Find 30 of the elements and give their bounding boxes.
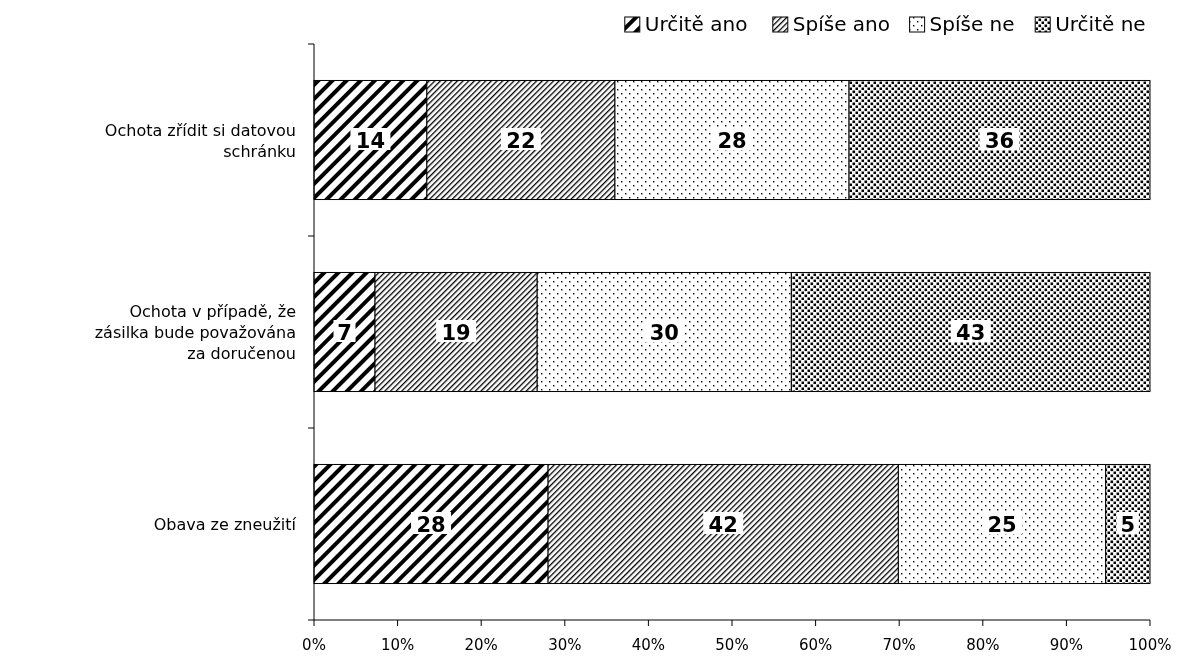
legend-label: Určitě ano [644, 12, 748, 36]
x-tick-label: 20% [464, 636, 498, 654]
data-label: 7 [337, 321, 352, 345]
y-tick-label: Obava ze zneužití [153, 515, 297, 534]
data-label: 30 [649, 321, 679, 345]
data-label: 22 [506, 129, 536, 153]
x-tick-label: 10% [380, 636, 415, 654]
data-label: 42 [708, 513, 738, 537]
legend-label: Spíše ano [792, 12, 890, 36]
x-tick-label: 0% [302, 636, 326, 654]
data-label: 25 [987, 513, 1017, 537]
legend-label: Spíše ne [929, 12, 1015, 36]
data-label: 28 [416, 513, 446, 537]
data-label: 5 [1120, 513, 1136, 537]
data-label: 28 [717, 129, 747, 153]
x-tick-label: 90% [1049, 636, 1084, 654]
x-tick-label: 30% [548, 636, 582, 654]
x-tick-label: 40% [631, 636, 666, 654]
x-tick-label: 60% [798, 636, 833, 654]
data-label: 14 [355, 129, 386, 153]
y-tick-label: Ochota v případě, že zásilka bude považována za doručenou [94, 302, 296, 363]
x-tick-label: 70% [882, 636, 916, 654]
data-label: 36 [984, 129, 1015, 153]
y-tick-label: Ochota zřídit si datovou schránku [104, 120, 296, 161]
x-tick-label: 50% [715, 636, 749, 654]
data-label: 43 [956, 321, 986, 345]
legend-label: Určitě ne [1055, 12, 1146, 36]
x-tick-label: 100% [1128, 636, 1172, 654]
data-label: 19 [441, 321, 471, 345]
x-tick-label: 80% [966, 636, 1000, 654]
